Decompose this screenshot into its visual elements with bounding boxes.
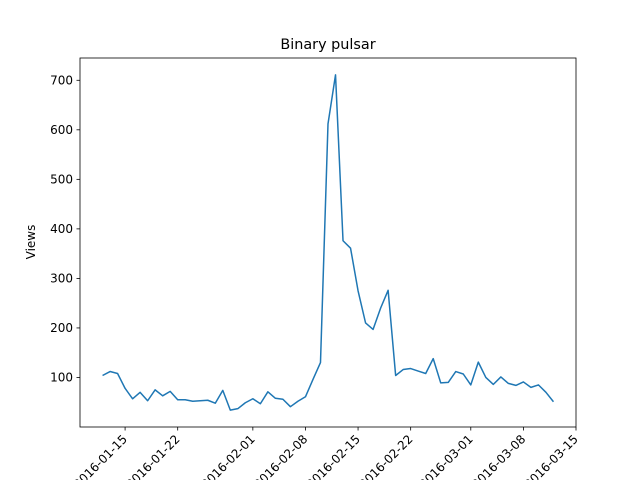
- x-tick-label: 2016-01-15: [71, 432, 130, 480]
- y-tick-label: 300: [50, 271, 73, 285]
- x-tick-label: 2016-03-08: [469, 432, 528, 480]
- x-tick-label: 2016-02-08: [251, 432, 310, 480]
- y-tick-label: 200: [50, 321, 73, 335]
- x-tick-label: 2016-02-22: [356, 432, 415, 480]
- y-tick-label: 600: [50, 123, 73, 137]
- y-tick-label: 700: [50, 73, 73, 87]
- y-axis-label: Views: [24, 225, 38, 260]
- x-tick-label: 2016-03-01: [417, 432, 476, 480]
- x-tick-label: 2016-03-15: [522, 432, 581, 480]
- y-tick-label: 100: [50, 370, 73, 384]
- x-tick-label: 2016-02-01: [199, 432, 258, 480]
- plot-frame: [79, 57, 577, 428]
- y-tick-label: 400: [50, 222, 73, 236]
- y-tick-label: 500: [50, 172, 73, 186]
- chart-title: Binary pulsar: [280, 37, 375, 53]
- x-tick-label: 2016-02-15: [304, 432, 363, 480]
- x-tick-label: 2016-01-22: [123, 432, 182, 480]
- line-series: [102, 74, 555, 411]
